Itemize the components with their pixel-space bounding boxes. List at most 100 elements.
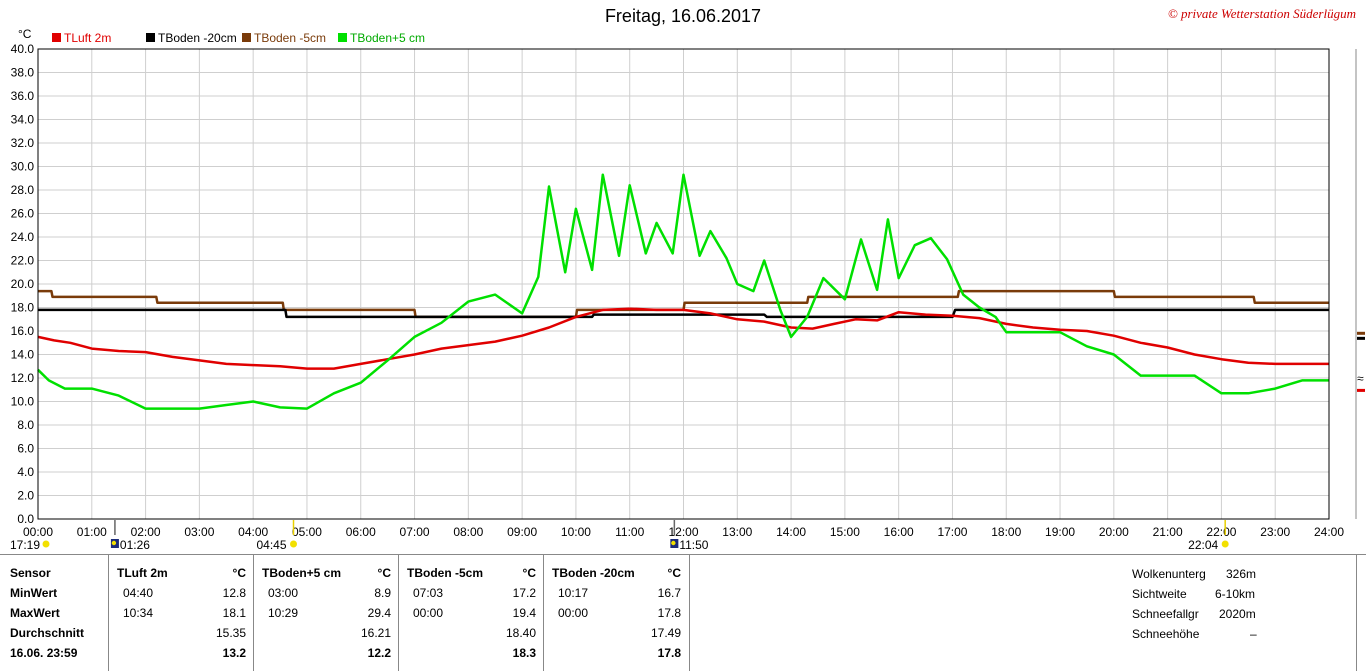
series-line-0: [37, 307, 1329, 370]
x-tick-label: 12:00: [668, 525, 698, 539]
min-value: 8.9: [374, 586, 391, 600]
right-marker: [1357, 331, 1365, 335]
column-unit: °C: [232, 566, 246, 580]
y-axis-label: °C: [18, 27, 32, 41]
max-time: 10:34: [123, 606, 154, 620]
x-tick-label: 13:00: [722, 525, 752, 539]
chart-legend: TLuft 2m TBoden -20cm TBoden -5cm TBoden+5 …: [52, 31, 425, 45]
column-unit: °C: [377, 566, 391, 580]
legend-label: TLuft 2m: [64, 31, 111, 45]
stats-column-tboden-minus20: TBoden -20cm °C 10:17 16.7 00:00 17.8 17…: [543, 555, 690, 671]
min-value: 12.8: [222, 586, 246, 600]
y-tick-label: 24.0: [11, 230, 35, 244]
y-axis-ticks: 0.0 2.0 4.0 6.0 8.0 10.0 12.0 14.0 16.0 18.0 20.0 2…: [11, 42, 35, 526]
column-header: TBoden -20cm: [552, 566, 635, 580]
legend-label: TBoden+5 cm: [350, 31, 425, 45]
y-tick-label: 28.0: [11, 183, 35, 197]
y-tick-label: 32.0: [11, 136, 35, 150]
row-label-sensor: Sensor: [10, 566, 51, 580]
current-value: 12.2: [367, 646, 391, 660]
y-tick-label: 8.0: [17, 418, 34, 432]
x-tick-label: 21:00: [1153, 525, 1183, 539]
column-header: TBoden+5 cm: [262, 566, 342, 580]
x-tick-label: 24:00: [1314, 525, 1344, 539]
x-tick-label: 01:00: [77, 525, 107, 539]
statistics-table: Sensor MinWert MaxWert Durchschnitt 16.0…: [0, 554, 1366, 671]
right-marker: [1357, 388, 1365, 392]
min-time: 07:03: [413, 586, 444, 600]
event-time-label: 01:26: [120, 538, 150, 552]
right-marker: [1357, 336, 1365, 340]
stats-column-tluft: TLuft 2m °C 04:40 12.8 10:34 18.1 15.35 …: [108, 555, 254, 671]
legend-swatch: [338, 33, 347, 42]
sun-icon: [1221, 540, 1229, 548]
average-value: 18.40: [505, 626, 536, 640]
y-tick-label: 14.0: [11, 348, 35, 362]
x-axis-ticks: 00:00 01:00 02:00 03:00 04:00 05:00 06:00 07:00…: [23, 525, 1344, 539]
x-tick-label: 08:00: [453, 525, 483, 539]
x-tick-label: 09:00: [507, 525, 537, 539]
stats-column-tboden-minus5: TBoden -5cm °C 07:03 17.2 00:00 19.4 18.…: [398, 555, 544, 671]
temperature-chart: 0.0 2.0 4.0 6.0 8.0 10.0 12.0 14.0 16.0 18.0 20.0 2…: [10, 27, 1365, 552]
max-time: 00:00: [558, 606, 589, 620]
series-lines: [37, 173, 1329, 410]
y-tick-label: 6.0: [17, 442, 34, 456]
y-tick-label: 34.0: [11, 113, 35, 127]
column-unit: °C: [522, 566, 536, 580]
x-tick-label: 02:00: [131, 525, 161, 539]
y-tick-label: 2.0: [17, 489, 34, 503]
x-tick-label: 23:00: [1260, 525, 1290, 539]
event-time-label: 22:04: [1188, 538, 1218, 552]
x-tick-label: 16:00: [884, 525, 914, 539]
chart-title: Freitag, 16.06.2017: [604, 6, 762, 26]
current-value: 17.8: [657, 646, 681, 660]
right-divider: [1356, 555, 1357, 671]
sun-moon-events: 17:19 01:26 04:45 11:50 22:04: [10, 520, 1229, 552]
chart-grid: [37, 48, 1330, 520]
y-tick-label: 10.0: [11, 395, 35, 409]
event-time-label: 17:19: [10, 538, 40, 552]
average-value: 17.49: [650, 626, 681, 640]
x-tick-label: 19:00: [1045, 525, 1075, 539]
x-tick-label: 22:00: [1206, 525, 1236, 539]
x-tick-label: 05:00: [292, 525, 322, 539]
y-tick-label: 22.0: [11, 254, 35, 268]
right-marker-label: ≈: [1357, 371, 1364, 385]
min-value: 16.7: [657, 586, 681, 600]
sun-icon: [42, 540, 50, 548]
column-unit: °C: [667, 566, 681, 580]
max-time: 10:29: [268, 606, 299, 620]
stats-column-tboden-plus5: TBoden+5 cm °C 03:00 8.9 10:29 29.4 16.2…: [253, 555, 399, 671]
row-label-min: MinWert: [10, 586, 58, 600]
x-tick-label: 11:00: [615, 525, 644, 539]
x-tick-label: 03:00: [184, 525, 214, 539]
y-tick-label: 0.0: [17, 512, 34, 526]
y-tick-label: 30.0: [11, 160, 35, 174]
moon-icon-glyph: [111, 540, 117, 546]
max-value: 18.1: [222, 606, 246, 620]
event-time-label: 04:45: [257, 538, 287, 552]
legend-label: TBoden -5cm: [254, 31, 326, 45]
y-tick-label: 26.0: [11, 207, 35, 221]
y-tick-label: 4.0: [17, 465, 34, 479]
sun-icon: [290, 540, 298, 548]
x-tick-label: 18:00: [991, 525, 1021, 539]
series-line-1: [38, 308, 1329, 319]
max-time: 00:00: [413, 606, 444, 620]
legend-swatch: [146, 33, 155, 42]
min-time: 10:17: [558, 586, 589, 600]
row-label-current: 16.06. 23:59: [10, 646, 78, 660]
average-value: 15.35: [215, 626, 246, 640]
x-tick-label: 20:00: [1099, 525, 1129, 539]
x-tick-label: 14:00: [776, 525, 806, 539]
min-value: 17.2: [512, 586, 536, 600]
moon-icon-glyph: [671, 540, 676, 546]
plot-frame: [37, 48, 1330, 520]
x-tick-label: 07:00: [400, 525, 430, 539]
legend-label: TBoden -20cm: [158, 31, 237, 45]
x-tick-label: 10:00: [561, 525, 591, 539]
max-value: 29.4: [367, 606, 391, 620]
max-value: 17.8: [657, 606, 681, 620]
min-time: 04:40: [123, 586, 154, 600]
max-value: 19.4: [512, 606, 536, 620]
